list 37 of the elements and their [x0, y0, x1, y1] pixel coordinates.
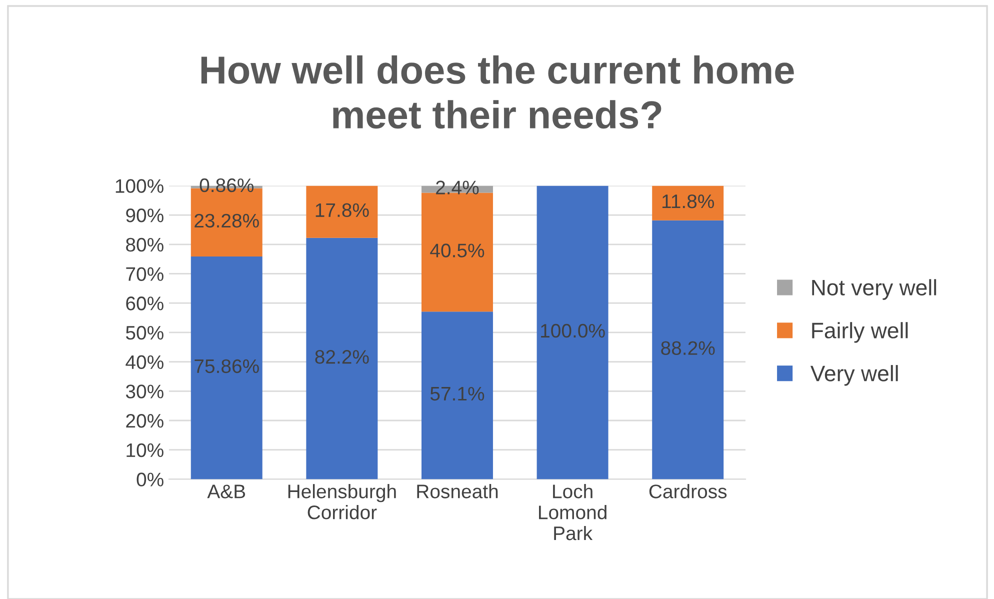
x-tick-label: Cardross — [649, 484, 727, 498]
y-tick-label: 0% — [136, 472, 164, 486]
data-label: 75.86% — [194, 359, 259, 374]
data-label: 40.5% — [430, 244, 484, 258]
bar — [306, 238, 378, 480]
legend-label: Very well — [810, 365, 898, 386]
x-tick-label: Helensburgh Corridor — [288, 484, 396, 520]
x-tick-label: A&B — [207, 484, 246, 498]
y-tick-label: 30% — [126, 384, 164, 398]
data-label: 17.8% — [316, 203, 369, 218]
legend-label: Not very well — [812, 279, 936, 300]
data-label: 11.8% — [662, 194, 714, 208]
y-tick-label: 60% — [126, 296, 164, 310]
x-tick-label: Loch Lomond Park — [539, 484, 606, 540]
y-tick-label: 90% — [126, 208, 164, 222]
data-label: 100.0% — [541, 324, 605, 338]
bar — [652, 186, 724, 220]
chart-title: How well does the current home meet their needs? — [201, 55, 794, 129]
data-label: 88.2% — [661, 341, 715, 355]
bar — [190, 256, 262, 480]
y-tick-label: 10% — [126, 443, 164, 458]
y-tick-label: 80% — [126, 238, 164, 252]
data-label: 57.1% — [430, 386, 484, 401]
data-label: 23.28% — [194, 214, 259, 228]
bar — [536, 186, 608, 480]
x-tick-label: Rosneath — [417, 484, 498, 498]
y-tick-label: 20% — [126, 414, 164, 428]
data-label: 82.2% — [315, 350, 369, 364]
legend-label: Fairly well — [812, 322, 908, 343]
bar — [421, 312, 493, 480]
y-tick-label: 70% — [126, 267, 164, 281]
y-tick-label: 100% — [116, 179, 164, 193]
bar — [306, 186, 378, 238]
y-tick-label: 50% — [126, 326, 164, 340]
bar — [652, 220, 724, 480]
bar — [421, 192, 493, 312]
y-tick-label: 40% — [126, 355, 164, 370]
